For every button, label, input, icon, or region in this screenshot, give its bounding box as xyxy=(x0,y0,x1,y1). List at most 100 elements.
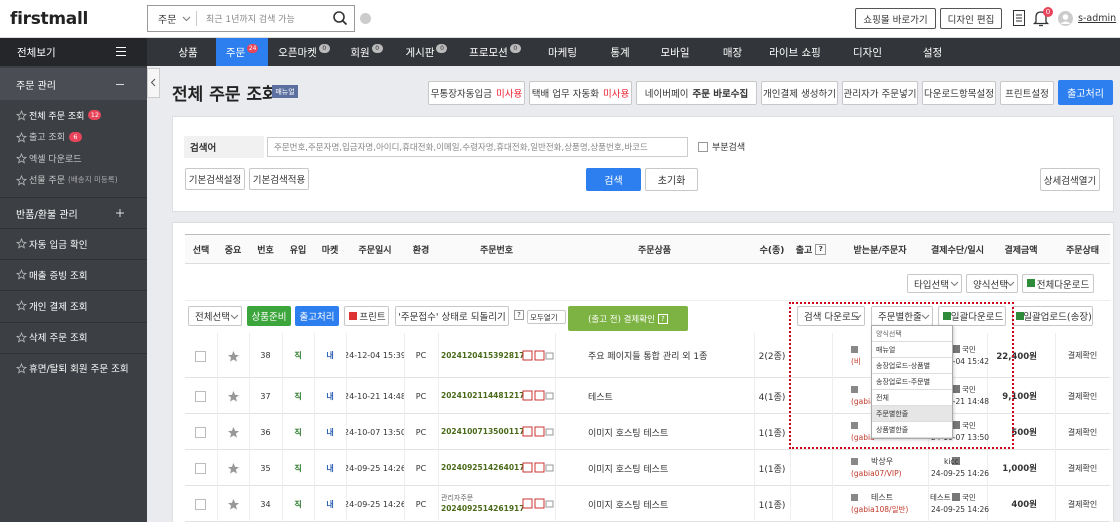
action-button[interactable]: 개인결제 생성하기 xyxy=(761,81,838,105)
sidebar-link[interactable]: 매출 증빙 조회 xyxy=(29,270,88,282)
dropdown-option[interactable]: 전체 xyxy=(872,390,952,406)
default-setting[interactable]: 기본검색설정 xyxy=(185,168,245,190)
order-icons[interactable] xyxy=(522,462,554,473)
dropdown-option[interactable]: 송장업로드-상품별 xyxy=(872,358,952,374)
detail-search[interactable]: 상세검색열기 xyxy=(1040,168,1100,191)
dropdown-option[interactable]: 상품별한줄 xyxy=(872,422,952,438)
all-menu[interactable]: 전체보기 xyxy=(17,46,56,59)
sidebar-toggle[interactable] xyxy=(147,68,160,98)
sub-item[interactable]: 엑셀 다운로드 xyxy=(29,148,144,168)
pay-date: 24-09-25 14:26 xyxy=(931,469,990,478)
nav-item[interactable]: 통계 xyxy=(595,38,645,66)
pay-method: 국민 xyxy=(962,493,976,502)
sidebar-link[interactable]: 자동 입금 확인 xyxy=(29,239,88,251)
partial-checkbox[interactable] xyxy=(698,142,708,152)
sub-item[interactable]: 선물 주문 (배송지 미등록) xyxy=(29,170,144,190)
hamburger[interactable] xyxy=(116,47,126,56)
revert-button[interactable]: '주문접수' 상태로 되돌리기 xyxy=(395,306,509,326)
nav-item[interactable]: 오픈마켓 0 xyxy=(268,38,340,66)
search-input[interactable]: 최근 1년까지 검색 가능 xyxy=(206,15,295,25)
form-select[interactable]: 양식선택 xyxy=(966,274,1018,293)
cell-border xyxy=(249,414,250,450)
sub-item[interactable]: 전체 주문 조회 12 xyxy=(29,105,144,125)
manual-tag[interactable]: 매뉴얼 xyxy=(272,85,298,98)
sidebar-link[interactable]: 휴면/탈퇴 회원 주문 조회 xyxy=(29,364,129,376)
star-icon xyxy=(15,237,28,249)
nav-item[interactable]: 프로모션 0 xyxy=(460,38,530,66)
action-button[interactable]: 관리자가 주문넣기 xyxy=(842,81,918,105)
order-number[interactable]: 2024120415392817530 xyxy=(441,350,523,360)
search-scope[interactable]: 주문 xyxy=(158,15,177,26)
row-checkbox[interactable] xyxy=(195,427,206,438)
sub-badge: 12 xyxy=(88,110,102,120)
keyword-input[interactable]: 주문번호,주문자명,입금자명,아이디,휴대전화,이메일,수령자명,휴대전화,일반… xyxy=(267,137,688,157)
bulk-download[interactable]: 일괄다운로드 xyxy=(938,306,1006,326)
action-button[interactable]: 네이버페이 주문 바로수집 xyxy=(636,81,757,105)
nav-item[interactable]: 주문 24 xyxy=(216,38,268,66)
search-submit[interactable]: 검색 xyxy=(586,168,641,191)
row-checkbox[interactable] xyxy=(195,391,206,402)
nav-item[interactable]: 회원 0 xyxy=(340,38,393,66)
nav-item[interactable]: 마케팅 xyxy=(530,38,595,66)
dropdown-option[interactable]: 양식선택 xyxy=(872,326,952,342)
search-reset[interactable]: 초기화 xyxy=(645,168,698,191)
search-icon[interactable] xyxy=(333,11,348,26)
action-button[interactable]: 택배 업무 자동화 미사용 xyxy=(529,81,632,105)
expand-icon xyxy=(116,209,124,217)
order-icons[interactable] xyxy=(522,498,554,509)
sidebar-link[interactable]: 삭제 주문 조회 xyxy=(29,333,88,345)
release-button[interactable]: 출고처리 xyxy=(1058,80,1113,105)
action-button[interactable]: 다운로드항목설정 xyxy=(922,81,996,105)
order-number[interactable]: 2024092514264017532 xyxy=(441,463,523,472)
print-button[interactable]: 프린트 xyxy=(344,306,389,326)
order-icons[interactable] xyxy=(522,426,554,437)
dropdown-option[interactable]: 매뉴얼 xyxy=(872,342,952,358)
group-title[interactable]: 주문 관리 xyxy=(16,80,56,92)
search-download[interactable]: 검색 다운로드 xyxy=(797,306,865,326)
action-button[interactable]: 무통장자동입금 미사용 xyxy=(428,81,525,105)
member-icon xyxy=(851,458,858,465)
return-group[interactable]: 반품/환불 관리 xyxy=(16,209,78,221)
dropdown-option[interactable]: 주문별한줄 xyxy=(872,406,952,422)
row-checkbox[interactable] xyxy=(195,350,206,362)
search-box xyxy=(147,5,355,32)
nav-label: 프로모션 xyxy=(469,46,508,59)
nav-item[interactable]: 설정 xyxy=(905,38,960,66)
select-all[interactable]: 전체선택 xyxy=(188,306,242,326)
confirm-payment[interactable]: (출고 전) 결제확인? xyxy=(568,306,688,331)
default-apply[interactable]: 기본검색적용 xyxy=(249,168,309,190)
bell-icon[interactable] xyxy=(1032,11,1050,27)
cell-border xyxy=(832,486,833,522)
row-checkbox[interactable] xyxy=(195,499,206,510)
nav-item[interactable]: 매장 xyxy=(705,38,760,66)
design-edit[interactable]: 디자인 편집 xyxy=(940,8,1002,29)
bulk-upload[interactable]: 일괄업로드(송장) xyxy=(1012,306,1093,326)
nav-label: 게시판 xyxy=(405,46,435,59)
sidebar-link[interactable]: 개인 결제 조회 xyxy=(29,301,88,313)
market: 내 xyxy=(326,351,334,360)
download-all[interactable]: 전체다운로드 xyxy=(1022,274,1094,293)
nav-item[interactable]: 게시판 0 xyxy=(393,38,460,66)
prepare-button[interactable]: 상품준비 xyxy=(247,306,291,326)
release-button[interactable]: 출고처리 xyxy=(295,306,339,326)
user-name[interactable]: s-admin xyxy=(1078,13,1117,24)
shop-link[interactable]: 쇼핑몰 바로가기 xyxy=(855,8,936,29)
nav-item[interactable]: 라이브 쇼핑 xyxy=(760,38,830,66)
action-button[interactable]: 프린트설정 xyxy=(1000,81,1054,105)
row-checkbox[interactable] xyxy=(195,463,206,474)
order-icons[interactable] xyxy=(522,390,554,401)
nav-item[interactable]: 모바일 xyxy=(645,38,705,66)
order-icons[interactable] xyxy=(522,350,554,361)
open-all[interactable]: 모두열기 xyxy=(527,310,566,324)
dropdown-option[interactable]: 송장업로드-주문별 xyxy=(872,374,952,390)
type-select[interactable]: 타입선택 xyxy=(907,274,962,293)
order-number[interactable]: 2024100713500117530 xyxy=(441,427,523,436)
nav-item[interactable]: 디자인 xyxy=(830,38,905,66)
doc-icon[interactable] xyxy=(1013,10,1025,26)
cell-border xyxy=(987,378,988,414)
nav-item[interactable]: 상품 xyxy=(160,38,216,66)
order-number[interactable]: 2024102114481217530 xyxy=(441,391,523,400)
order-number[interactable]: 2024092514261917531 xyxy=(441,504,523,513)
sub-item[interactable]: 출고 조회 6 xyxy=(29,127,144,147)
